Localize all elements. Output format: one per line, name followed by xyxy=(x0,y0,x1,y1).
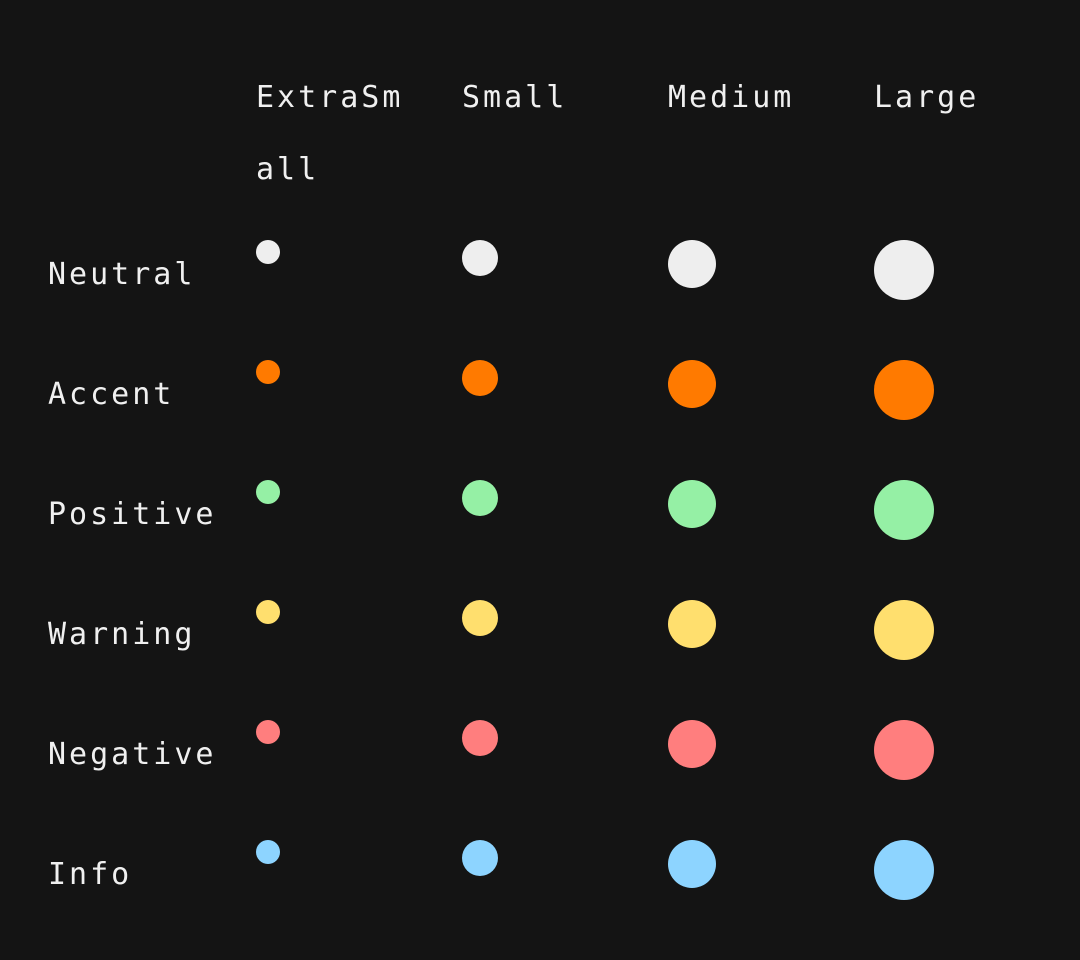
status-dot-positive-medium xyxy=(668,480,716,528)
row-label-negative: Negative xyxy=(48,737,217,772)
status-dot-warning-extra-small xyxy=(256,600,280,624)
row-label-info: Info xyxy=(48,857,133,892)
column-header-large: Large xyxy=(874,80,980,115)
status-dot-warning-large xyxy=(874,600,934,660)
row-label-warning: Warning xyxy=(48,617,196,652)
status-dot-neutral-small xyxy=(462,240,498,276)
status-dot-warning-small xyxy=(462,600,498,636)
status-dot-info-medium xyxy=(668,840,716,888)
status-dot-negative-extra-small xyxy=(256,720,280,744)
status-dot-negative-large xyxy=(874,720,934,780)
column-header-medium: Medium xyxy=(668,80,795,115)
status-dot-accent-large xyxy=(874,360,934,420)
status-dot-accent-extra-small xyxy=(256,360,280,384)
status-dot-accent-medium xyxy=(668,360,716,408)
status-dot-info-small xyxy=(462,840,498,876)
status-dot-neutral-large xyxy=(874,240,934,300)
status-dot-negative-medium xyxy=(668,720,716,768)
column-header-extra-small: ExtraSmall xyxy=(256,80,404,187)
status-dot-negative-small xyxy=(462,720,498,756)
status-dot-positive-extra-small xyxy=(256,480,280,504)
status-dot-info-extra-small xyxy=(256,840,280,864)
status-dot-positive-small xyxy=(462,480,498,516)
status-dot-warning-medium xyxy=(668,600,716,648)
status-dot-accent-small xyxy=(462,360,498,396)
status-dot-neutral-medium xyxy=(668,240,716,288)
status-dot-positive-large xyxy=(874,480,934,540)
column-header-small: Small xyxy=(462,80,568,115)
row-label-positive: Positive xyxy=(48,497,217,532)
row-label-neutral: Neutral xyxy=(48,257,196,292)
row-label-accent: Accent xyxy=(48,377,175,412)
status-dot-neutral-extra-small xyxy=(256,240,280,264)
status-dot-info-large xyxy=(874,840,934,900)
